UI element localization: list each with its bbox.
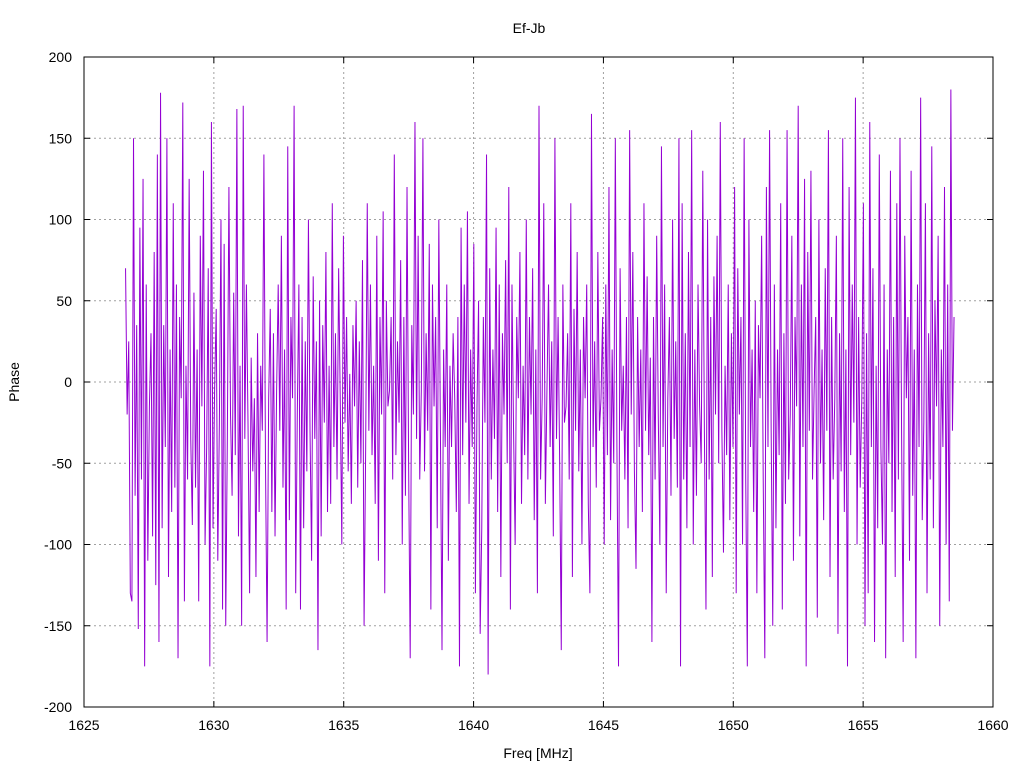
y-tick-label: 0 [64,374,72,390]
y-tick-label: -100 [44,537,72,553]
x-tick-label: 1630 [198,717,229,733]
x-tick-label: 1655 [848,717,879,733]
y-tick-label: -50 [52,455,72,471]
phase-series-line [125,89,955,675]
x-tick-label: 1635 [328,717,359,733]
data-series [125,89,955,675]
y-tick-label: -200 [44,699,72,715]
x-tick-label: 1625 [68,717,99,733]
x-tick-label: 1645 [588,717,619,733]
y-tick-label: -150 [44,618,72,634]
y-tick-label: 200 [49,49,73,65]
y-axis: -200 -150 -100 -50 0 50 100 150 200 [44,49,993,715]
y-tick-label: 100 [49,212,73,228]
x-tick-label: 1640 [458,717,489,733]
x-axis-label: Freq [MHz] [503,745,572,761]
chart-title: Ef-Jb [513,20,546,36]
x-axis: 1625 1630 1635 1640 1645 1650 1655 1660 [68,57,1009,733]
y-tick-label: 150 [49,130,73,146]
y-tick-label: 50 [56,293,72,309]
x-tick-label: 1660 [977,717,1008,733]
x-tick-label: 1650 [718,717,749,733]
y-axis-label: Phase [6,362,22,402]
